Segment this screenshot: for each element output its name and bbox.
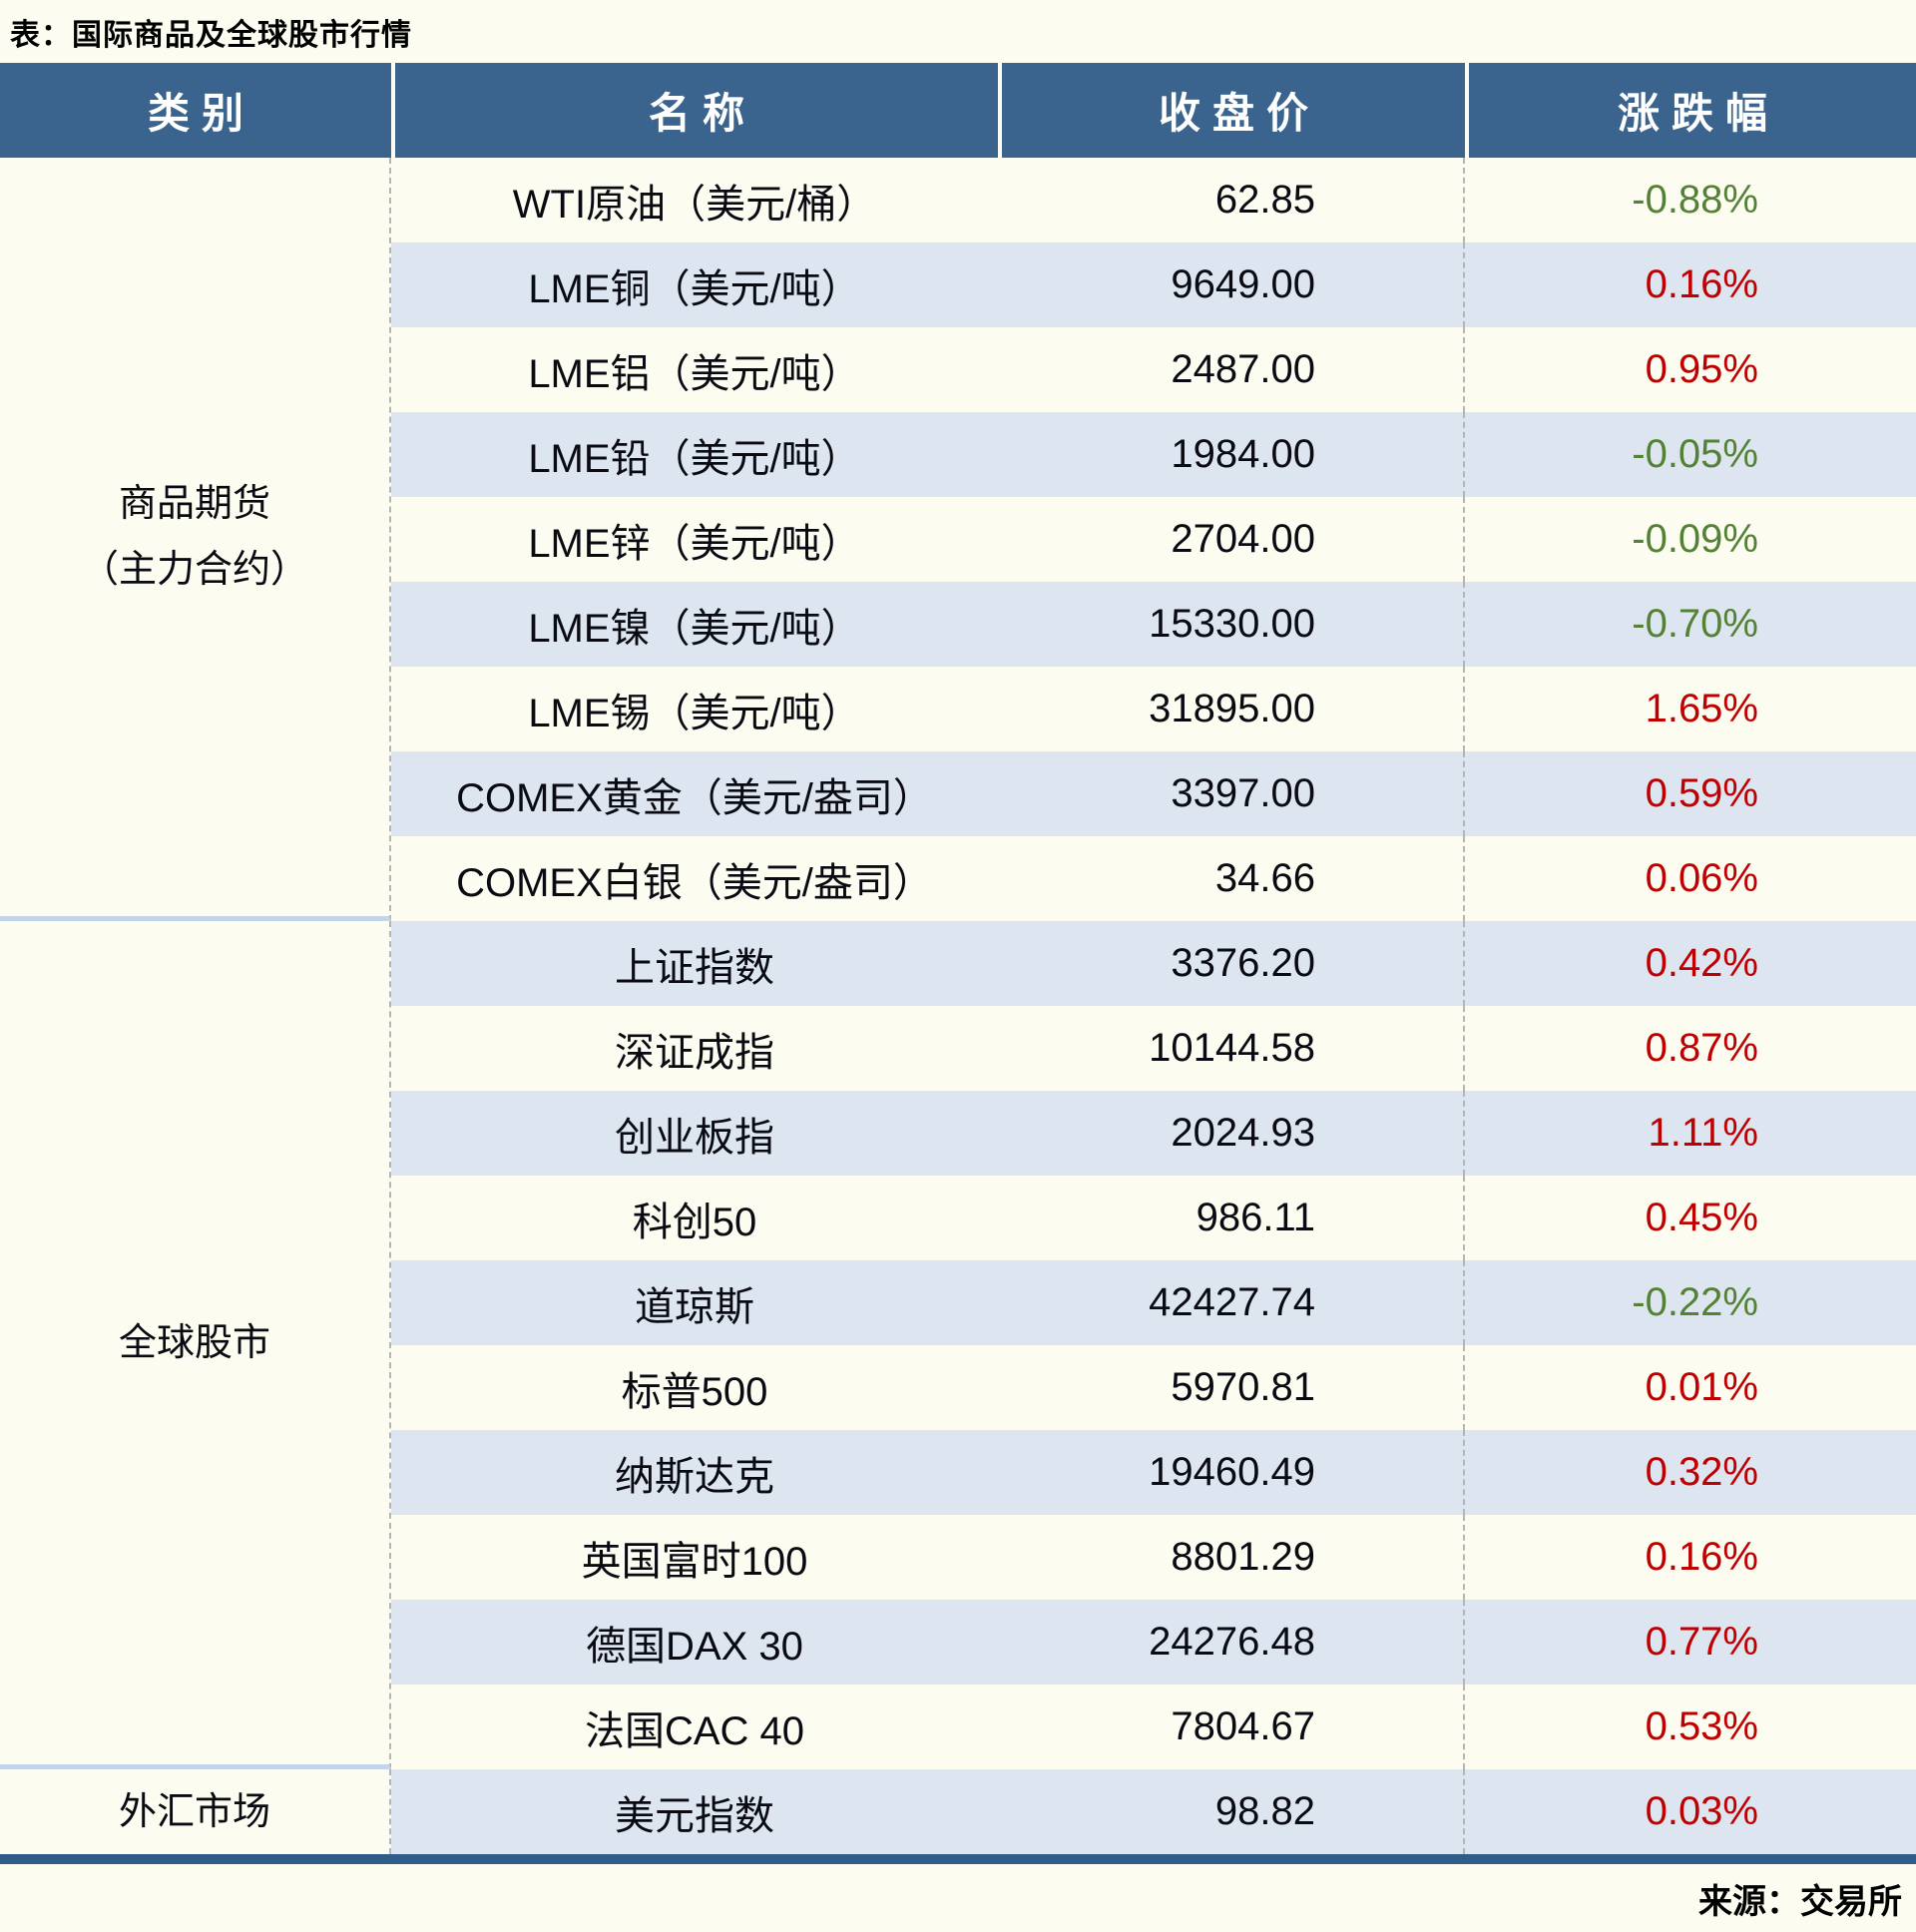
header-name: 名称 <box>391 63 998 158</box>
category-cell: 外汇市场 <box>0 1769 391 1854</box>
change-percent: 0.16% <box>1645 1535 1758 1579</box>
change-percent: 0.59% <box>1465 751 1916 836</box>
source-note: 来源：交易所 <box>1698 1882 1902 1921</box>
change-percent: -0.22% <box>1465 1260 1916 1345</box>
instrument-name: LME锌（美元/吨） <box>528 521 861 566</box>
change-percent: 0.16% <box>1465 242 1916 327</box>
change-percent: 0.87% <box>1645 1026 1758 1070</box>
change-percent: -0.09% <box>1632 517 1758 561</box>
instrument-name: 法国CAC 40 <box>584 1708 805 1753</box>
close-price: 1984.00 <box>998 412 1465 497</box>
header-change: 涨跌幅 <box>1465 63 1916 158</box>
category-cell: 商品期货 （主力合约） <box>0 158 391 921</box>
close-price: 3376.20 <box>998 921 1465 1006</box>
close-price: 3397.00 <box>998 751 1465 836</box>
change-percent: 0.01% <box>1645 1365 1758 1409</box>
instrument-name: 英国富时100 <box>581 1539 808 1584</box>
close-price: 34.66 <box>998 836 1465 921</box>
close-price: 15330.00 <box>998 582 1465 667</box>
close-price: 10144.58 <box>998 1006 1465 1091</box>
title-bar: 表：国际商品及全球股市行情 <box>0 0 1916 63</box>
instrument-name: 上证指数 <box>391 921 998 1006</box>
instrument-name: 德国DAX 30 <box>391 1600 998 1685</box>
instrument-name: LME铅（美元/吨） <box>391 412 998 497</box>
instrument-name: 纳斯达克 <box>391 1430 998 1515</box>
close-price: 62.85 <box>998 158 1465 242</box>
instrument-name: 科创50 <box>632 1200 757 1244</box>
instrument-name: WTI原油（美元/桶） <box>512 182 877 227</box>
change-percent: 0.95% <box>1645 347 1758 391</box>
change-percent: 0.32% <box>1465 1430 1916 1515</box>
close-price: 98.82 <box>998 1769 1465 1854</box>
change-percent: 0.06% <box>1645 856 1758 900</box>
close-price: 7804.67 <box>998 1685 1465 1769</box>
category-label-line: 外汇市场 <box>118 1790 270 1833</box>
instrument-name: 创业板指 <box>391 1091 998 1176</box>
close-price: 2487.00 <box>998 327 1465 412</box>
instrument-name: 美元指数 <box>391 1769 998 1854</box>
category-label-line: （主力合约） <box>80 549 308 591</box>
change-percent: -0.88% <box>1632 178 1758 222</box>
footer: 来源：交易所 <box>0 1864 1916 1932</box>
instrument-name: LME镍（美元/吨） <box>391 582 998 667</box>
instrument-name: 深证成指 <box>615 1030 774 1075</box>
header-close: 收盘价 <box>998 63 1465 158</box>
close-price: 2024.93 <box>998 1091 1465 1176</box>
table-header-row: 类别 名称 收盘价 涨跌幅 <box>0 63 1916 158</box>
change-percent: 0.77% <box>1465 1600 1916 1685</box>
close-price: 42427.74 <box>998 1260 1465 1345</box>
instrument-name: 道琼斯 <box>391 1260 998 1345</box>
instrument-name: LME锡（美元/吨） <box>528 691 861 735</box>
change-percent: 1.11% <box>1465 1091 1916 1176</box>
instrument-name: 标普500 <box>621 1369 768 1414</box>
change-percent: 0.53% <box>1645 1704 1758 1748</box>
close-price: 24276.48 <box>998 1600 1465 1685</box>
change-percent: 0.45% <box>1645 1196 1758 1239</box>
close-price: 9649.00 <box>998 242 1465 327</box>
close-price: 8801.29 <box>998 1515 1465 1600</box>
category-label-line: 全球股市 <box>118 1321 270 1364</box>
close-price: 986.11 <box>998 1176 1465 1260</box>
close-price: 2704.00 <box>998 497 1465 582</box>
change-percent: 0.03% <box>1465 1769 1916 1854</box>
category-label-line: 商品期货 <box>118 483 270 525</box>
instrument-name: LME铝（美元/吨） <box>528 351 861 396</box>
change-percent: -0.70% <box>1465 582 1916 667</box>
instrument-name: LME铜（美元/吨） <box>391 242 998 327</box>
change-percent: -0.05% <box>1465 412 1916 497</box>
header-category: 类别 <box>147 89 255 138</box>
table-bottom-border <box>0 1854 1916 1864</box>
close-price: 31895.00 <box>998 667 1465 751</box>
instrument-name: COMEX黄金（美元/盎司） <box>391 751 998 836</box>
table-body: 商品期货 （主力合约） WTI原油（美元/桶） 62.85 -0.88% LME铜（美元/… <box>0 158 1916 1854</box>
close-price: 19460.49 <box>998 1430 1465 1515</box>
page-title: 表：国际商品及全球股市行情 <box>10 18 412 52</box>
instrument-name: COMEX白银（美元/盎司） <box>456 860 933 905</box>
change-percent: 0.42% <box>1465 921 1916 1006</box>
change-percent: 1.65% <box>1645 687 1758 730</box>
category-cell: 全球股市 <box>0 921 391 1769</box>
close-price: 5970.81 <box>998 1345 1465 1430</box>
